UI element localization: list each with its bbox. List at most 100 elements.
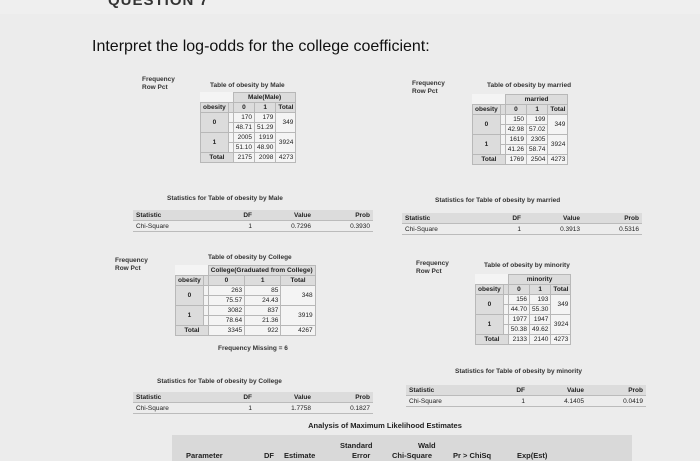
married-stats-table: Statistic DF Value Prob Chi-Square 1 0.3913 0.… bbox=[402, 213, 642, 235]
table-cell: DF bbox=[490, 213, 525, 224]
table-cell: 837 bbox=[244, 305, 282, 316]
married-stats-title: Statistics for Table of obesity by marri… bbox=[435, 197, 561, 204]
text-block: Frequency bbox=[416, 260, 449, 267]
freq-legend-male: Frequency Row Pct bbox=[142, 76, 175, 92]
male-crosstab: Male(Male) obesity 0 1 Total 0 170 179 349 48.… bbox=[200, 92, 297, 163]
table-cell bbox=[201, 93, 234, 103]
table-cell: 1947 bbox=[529, 314, 552, 325]
table-cell: 4267 bbox=[280, 325, 316, 336]
table-cell: 0.3913 bbox=[524, 223, 583, 235]
table-cell: DF bbox=[221, 392, 256, 403]
college-crosstab: College(Graduated from College) obesity 0… bbox=[175, 265, 316, 336]
married-crosstab: married obesity 0 1 Total 0 150 199 349 42.98 5… bbox=[472, 94, 569, 165]
freq-legend-married: Frequency Row Pct bbox=[412, 80, 445, 96]
table-cell: 1 bbox=[175, 305, 204, 326]
ml-col-wald: Wald bbox=[418, 441, 436, 450]
table-cell: 1 bbox=[526, 104, 549, 115]
ml-col-error: Error bbox=[352, 451, 371, 460]
freq-legend-minority: Frequency Row Pct bbox=[416, 260, 449, 276]
college-stats-title: Statistics for Table of obesity by Colle… bbox=[157, 378, 282, 385]
table-cell: 0.3930 bbox=[314, 220, 373, 232]
table-cell: 2305 bbox=[526, 134, 549, 145]
table-row: Chi-Square 1 0.7296 0.3930 bbox=[133, 220, 373, 232]
text-block: Row Pct bbox=[142, 84, 168, 91]
ml-col-parameter: Parameter bbox=[186, 451, 223, 460]
table-row: 0 150 199 349 bbox=[472, 114, 569, 135]
college-table-title: Table of obesity by College bbox=[208, 254, 292, 261]
table-cell: Total bbox=[200, 152, 234, 163]
ml-estimates-title: Analysis of Maximum Likelihood Estimates bbox=[308, 421, 462, 430]
table-row: 0 156 193 349 bbox=[475, 294, 572, 315]
table-cell: 193 bbox=[529, 294, 552, 305]
table-cell: 51.29 bbox=[254, 122, 277, 133]
table-cell: 48.90 bbox=[254, 142, 277, 153]
table-cell: 24.43 bbox=[244, 295, 282, 306]
text-block: Row Pct bbox=[115, 265, 141, 272]
table-row: Statistic DF Value Prob bbox=[406, 385, 646, 396]
table-cell: Chi-Square bbox=[406, 395, 495, 407]
table-cell: 349 bbox=[550, 294, 572, 315]
ml-col-prob: Pr > ChiSq bbox=[453, 451, 492, 460]
minority-table-title: Table of obesity by minority bbox=[484, 262, 570, 269]
table-cell: Chi-Square bbox=[133, 220, 222, 232]
table-cell: Prob bbox=[587, 385, 646, 396]
table-cell bbox=[476, 275, 509, 285]
minority-stats-table: Statistic DF Value Prob Chi-Square 1 4.1405 0.… bbox=[406, 385, 646, 407]
table-cell: 922 bbox=[244, 325, 282, 336]
table-cell bbox=[473, 95, 506, 105]
table-cell: 2504 bbox=[526, 154, 549, 165]
table-cell: Total bbox=[175, 325, 209, 336]
table-cell: 348 bbox=[280, 285, 316, 306]
table-cell: 21.36 bbox=[244, 315, 282, 326]
table-cell: 51.10 bbox=[232, 142, 256, 153]
table-cell: 0.5316 bbox=[583, 223, 642, 235]
table-cell: 3919 bbox=[280, 305, 316, 326]
table-row: Statistic DF Value Prob bbox=[133, 392, 373, 403]
table-row: 1 3082 837 3919 bbox=[175, 305, 316, 326]
table-cell: 1 bbox=[529, 284, 552, 295]
table-cell: Value bbox=[255, 210, 314, 221]
ml-col-chisq: Chi-Square bbox=[392, 451, 433, 460]
table-cell: 349 bbox=[275, 112, 297, 133]
text-block: Statistic DF Value Prob Chi-Square 1 4.1405 0.… bbox=[406, 385, 646, 407]
table-cell: Total bbox=[550, 284, 572, 295]
table-cell: DF bbox=[221, 210, 256, 221]
table-row: obesity 0 1 Total bbox=[200, 102, 297, 113]
table-cell: 49.62 bbox=[529, 324, 552, 335]
table-cell: 57.02 bbox=[526, 124, 549, 135]
table-row: Statistic DF Value Prob bbox=[133, 210, 373, 221]
table-cell: 0 bbox=[507, 284, 531, 295]
table-cell: 2005 bbox=[232, 132, 256, 143]
table-cell: Prob bbox=[583, 213, 642, 224]
table-cell: 58.74 bbox=[526, 144, 549, 155]
text-block: Frequency bbox=[115, 257, 148, 264]
table-cell: Total bbox=[472, 154, 506, 165]
table-cell bbox=[176, 266, 209, 276]
table-row: 1 1977 1947 3924 bbox=[475, 314, 572, 335]
question-text: Interpret the log-odds for the college c… bbox=[92, 38, 430, 55]
table-cell: 41.26 bbox=[504, 144, 528, 155]
table-cell: 1.7758 bbox=[255, 402, 314, 414]
table-row: Total 2175 2098 4273 bbox=[200, 152, 297, 163]
table-cell: 349 bbox=[547, 114, 569, 135]
table-cell: 0.1827 bbox=[314, 402, 373, 414]
table-cell: 3924 bbox=[275, 132, 297, 153]
table-cell: 50.38 bbox=[507, 324, 531, 335]
ml-col-df: DF bbox=[264, 451, 274, 460]
table-cell: Prob bbox=[314, 392, 373, 403]
table-cell: 44.70 bbox=[507, 304, 531, 315]
table-row: 0 170 179 349 bbox=[200, 112, 297, 133]
table-cell: obesity bbox=[472, 104, 501, 115]
question-header: QUESTION 7 bbox=[108, 0, 209, 9]
table-cell: 1 bbox=[475, 314, 504, 335]
text-block: Statistic DF Value Prob Chi-Square 1 1.7758 0.… bbox=[133, 392, 373, 414]
ml-col-exp: Exp(Est) bbox=[517, 451, 548, 460]
table-cell: 4273 bbox=[547, 154, 569, 165]
table-cell: 156 bbox=[507, 294, 531, 305]
table-cell: Total bbox=[547, 104, 569, 115]
table-cell: 199 bbox=[526, 114, 549, 125]
table-cell: 150 bbox=[504, 114, 528, 125]
text-block: Frequency bbox=[142, 76, 175, 83]
ml-estimates-header bbox=[172, 435, 632, 461]
text-block: Male(Male) obesity 0 1 Total 0 170 179 349 48.… bbox=[200, 92, 297, 163]
